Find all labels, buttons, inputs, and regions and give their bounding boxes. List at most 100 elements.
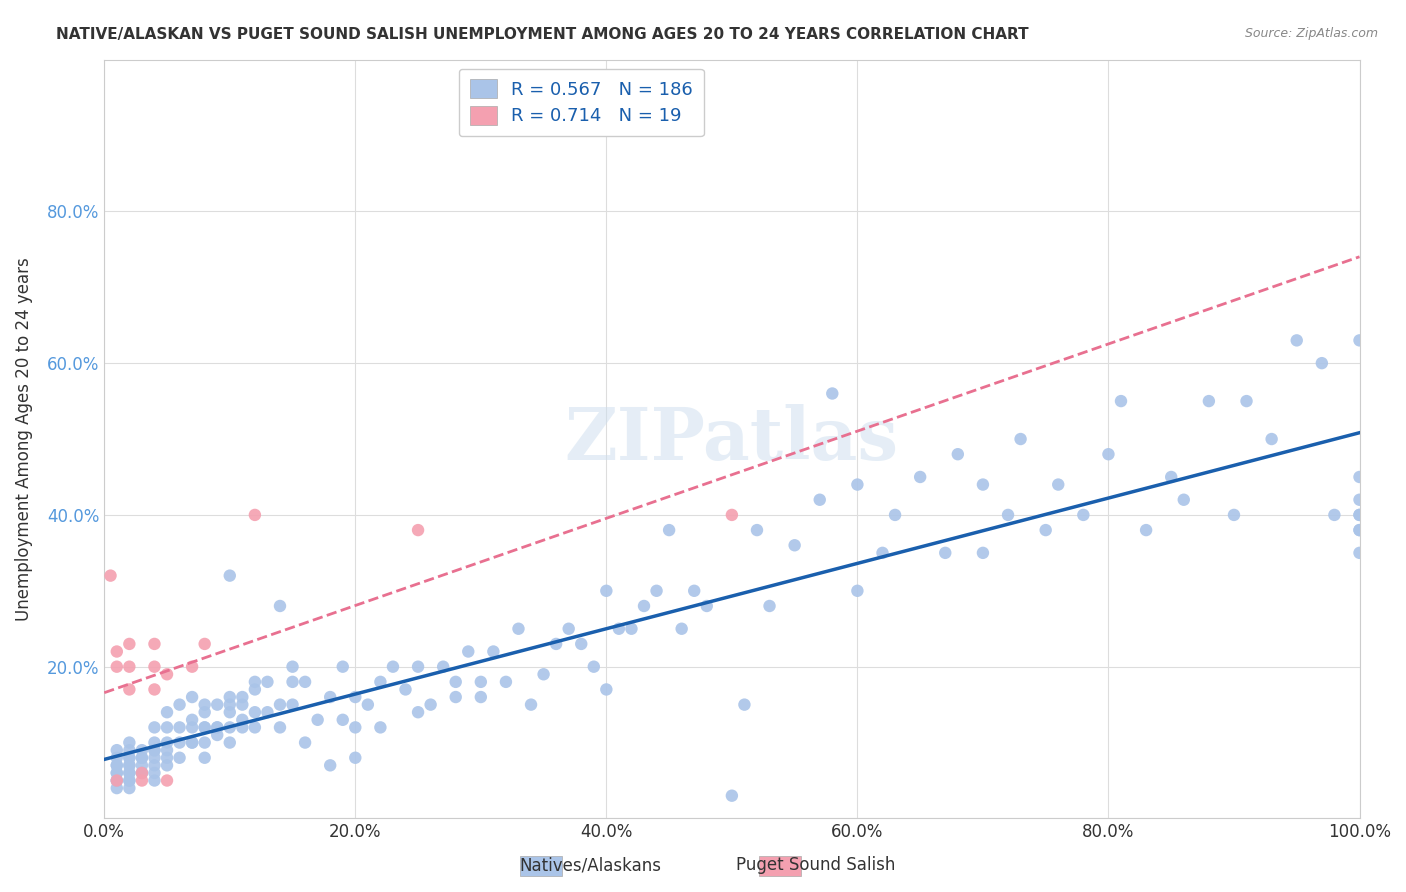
Point	[205, 720, 228, 734]
Point	[156, 758, 179, 772]
Point	[508, 622, 530, 636]
Point	[194, 735, 217, 749]
Point	[143, 750, 166, 764]
Point	[281, 659, 304, 673]
Point	[1348, 470, 1371, 484]
Point	[432, 659, 454, 673]
Point	[745, 523, 768, 537]
Point	[319, 690, 342, 704]
Point	[1035, 523, 1057, 537]
Point	[231, 720, 253, 734]
Point	[1135, 523, 1157, 537]
Point	[118, 766, 141, 780]
Point	[194, 720, 217, 734]
Point	[118, 758, 141, 772]
Point	[533, 667, 555, 681]
Point	[1323, 508, 1346, 522]
Point	[972, 477, 994, 491]
Point	[181, 720, 204, 734]
Point	[218, 698, 240, 712]
Point	[1047, 477, 1070, 491]
Point	[156, 750, 179, 764]
Point	[156, 743, 179, 757]
Point	[194, 720, 217, 734]
Point	[406, 523, 429, 537]
Point	[118, 637, 141, 651]
Point	[520, 698, 543, 712]
Point	[105, 743, 128, 757]
Point	[357, 698, 380, 712]
Point	[1097, 447, 1119, 461]
Point	[169, 735, 191, 749]
Point	[105, 758, 128, 772]
Point	[118, 735, 141, 749]
Point	[218, 705, 240, 719]
Point	[332, 713, 354, 727]
Point	[156, 735, 179, 749]
Point	[181, 713, 204, 727]
Point	[269, 599, 291, 613]
Point	[557, 622, 579, 636]
Point	[231, 698, 253, 712]
Point	[143, 682, 166, 697]
Point	[143, 735, 166, 749]
Point	[633, 599, 655, 613]
Point	[419, 698, 441, 712]
Text: ZIPatlas: ZIPatlas	[565, 403, 898, 475]
Point	[1073, 508, 1095, 522]
Point	[946, 447, 969, 461]
Point	[307, 713, 329, 727]
Point	[1348, 508, 1371, 522]
Point	[495, 674, 517, 689]
Point	[100, 568, 122, 582]
Point	[194, 705, 217, 719]
Point	[1310, 356, 1333, 370]
Point	[281, 674, 304, 689]
Point	[118, 773, 141, 788]
Point	[218, 735, 240, 749]
Point	[243, 674, 266, 689]
Point	[169, 750, 191, 764]
Point	[884, 508, 907, 522]
Point	[231, 713, 253, 727]
Point	[243, 705, 266, 719]
Point	[997, 508, 1019, 522]
Point	[269, 698, 291, 712]
Point	[1010, 432, 1032, 446]
Point	[143, 637, 166, 651]
Point	[1348, 523, 1371, 537]
Point	[105, 773, 128, 788]
Point	[1223, 508, 1246, 522]
Point	[1348, 523, 1371, 537]
Point	[169, 698, 191, 712]
Point	[721, 508, 744, 522]
Point	[143, 743, 166, 757]
Point	[131, 766, 153, 780]
Point	[143, 743, 166, 757]
Point	[908, 470, 931, 484]
Point	[131, 766, 153, 780]
Point	[482, 644, 505, 658]
Point	[370, 720, 392, 734]
Point	[344, 750, 367, 764]
Point	[381, 659, 404, 673]
Point	[156, 705, 179, 719]
Point	[444, 690, 467, 704]
Point	[1348, 492, 1371, 507]
Point	[319, 758, 342, 772]
Point	[131, 758, 153, 772]
Point	[1260, 432, 1282, 446]
Point	[294, 735, 316, 749]
Point	[105, 766, 128, 780]
Point	[620, 622, 643, 636]
Point	[131, 750, 153, 764]
Point	[394, 682, 416, 697]
Point	[344, 720, 367, 734]
Point	[256, 705, 278, 719]
Point	[181, 659, 204, 673]
Point	[808, 492, 831, 507]
Point	[1198, 394, 1220, 409]
Point	[406, 705, 429, 719]
Point	[143, 659, 166, 673]
Point	[205, 720, 228, 734]
